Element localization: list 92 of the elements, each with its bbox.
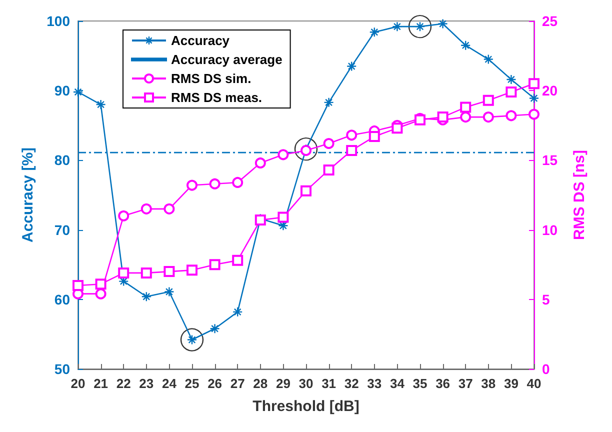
point bbox=[180, 328, 204, 352]
point bbox=[346, 144, 358, 156]
point bbox=[278, 149, 289, 160]
point bbox=[506, 74, 516, 85]
x-tick-label: 38 bbox=[481, 376, 496, 391]
point bbox=[506, 110, 517, 122]
point bbox=[254, 157, 266, 168]
x-tick-label: 31 bbox=[322, 376, 336, 391]
point bbox=[528, 93, 540, 104]
y2-tick-label: 5 bbox=[542, 291, 550, 308]
legend-label: Accuracy average bbox=[171, 52, 282, 67]
point bbox=[140, 267, 152, 278]
x-tick-label: 27 bbox=[230, 376, 245, 391]
point bbox=[164, 286, 174, 297]
point bbox=[460, 102, 472, 113]
x-tick-label: 34 bbox=[390, 376, 406, 391]
point bbox=[210, 324, 220, 334]
y-tick-label: 60 bbox=[54, 291, 70, 308]
y2-tick-label: 25 bbox=[542, 13, 558, 29]
x-axis-title: Threshold [dB] bbox=[252, 398, 360, 415]
y2-tick-label: 15 bbox=[542, 152, 558, 168]
point bbox=[95, 278, 106, 290]
x-tick-label: 37 bbox=[458, 376, 473, 391]
point bbox=[232, 176, 244, 188]
x-tick-label: 36 bbox=[436, 376, 450, 391]
y-tick-label: 100 bbox=[46, 13, 70, 29]
y-tick-label: 80 bbox=[54, 152, 70, 168]
point bbox=[118, 210, 130, 222]
point bbox=[232, 254, 244, 266]
x-tick-label: 29 bbox=[276, 376, 290, 391]
point bbox=[438, 18, 448, 29]
y2-tick-label: 20 bbox=[542, 82, 558, 99]
point bbox=[460, 112, 472, 123]
point bbox=[392, 21, 402, 32]
point bbox=[209, 259, 220, 270]
x-tick-label: 21 bbox=[94, 376, 108, 391]
point bbox=[209, 178, 220, 190]
point bbox=[323, 138, 334, 149]
legend-label: RMS DS sim. bbox=[171, 71, 252, 86]
x-tick-label: 40 bbox=[526, 376, 542, 391]
x-tick-label: 28 bbox=[253, 376, 268, 391]
point bbox=[346, 130, 358, 141]
point bbox=[232, 306, 243, 318]
x-tick-label: 33 bbox=[367, 376, 382, 391]
x-tick-label: 35 bbox=[412, 376, 428, 391]
point bbox=[369, 27, 380, 38]
point bbox=[482, 112, 494, 123]
point bbox=[506, 86, 517, 98]
point bbox=[164, 203, 175, 214]
point bbox=[368, 131, 380, 142]
point bbox=[460, 40, 471, 50]
y-tick-label: 50 bbox=[54, 361, 70, 377]
point bbox=[346, 61, 357, 72]
x-tick-label: 23 bbox=[139, 376, 154, 391]
x-tick-label: 25 bbox=[184, 376, 200, 391]
point bbox=[96, 99, 106, 110]
x-tick-label: 20 bbox=[70, 376, 86, 391]
point bbox=[294, 137, 318, 161]
point bbox=[186, 264, 198, 276]
point bbox=[118, 267, 130, 278]
y-tick-label: 70 bbox=[54, 222, 70, 238]
legend-label: Accuracy bbox=[171, 33, 230, 48]
legend-label: RMS DS meas. bbox=[171, 90, 262, 105]
point bbox=[140, 203, 152, 214]
point bbox=[278, 212, 289, 223]
point bbox=[482, 94, 494, 106]
point bbox=[528, 78, 540, 90]
y-axis-title: Accuracy [%] bbox=[20, 147, 37, 243]
point bbox=[72, 86, 84, 98]
point bbox=[437, 112, 448, 123]
point bbox=[408, 14, 432, 38]
point bbox=[300, 185, 312, 196]
x-tick-label: 39 bbox=[504, 376, 518, 391]
point bbox=[95, 288, 106, 300]
point bbox=[141, 292, 152, 302]
point bbox=[324, 97, 334, 108]
x-tick-label: 24 bbox=[162, 376, 178, 391]
point bbox=[483, 54, 494, 64]
x-tick-label: 22 bbox=[116, 376, 131, 391]
y2-tick-label: 10 bbox=[542, 222, 558, 238]
point bbox=[72, 280, 84, 291]
x-tick-label: 32 bbox=[344, 376, 359, 391]
point bbox=[186, 180, 198, 191]
y2-tick-label: 0 bbox=[542, 361, 550, 377]
point bbox=[164, 266, 175, 278]
x-tick-label: 26 bbox=[208, 376, 222, 391]
point bbox=[392, 122, 403, 134]
point bbox=[528, 108, 540, 120]
x-tick-label: 30 bbox=[298, 376, 314, 391]
y-tick-label: 90 bbox=[54, 82, 70, 99]
point bbox=[323, 164, 334, 176]
y2-axis-title: RMS DS [ns] bbox=[571, 150, 588, 240]
